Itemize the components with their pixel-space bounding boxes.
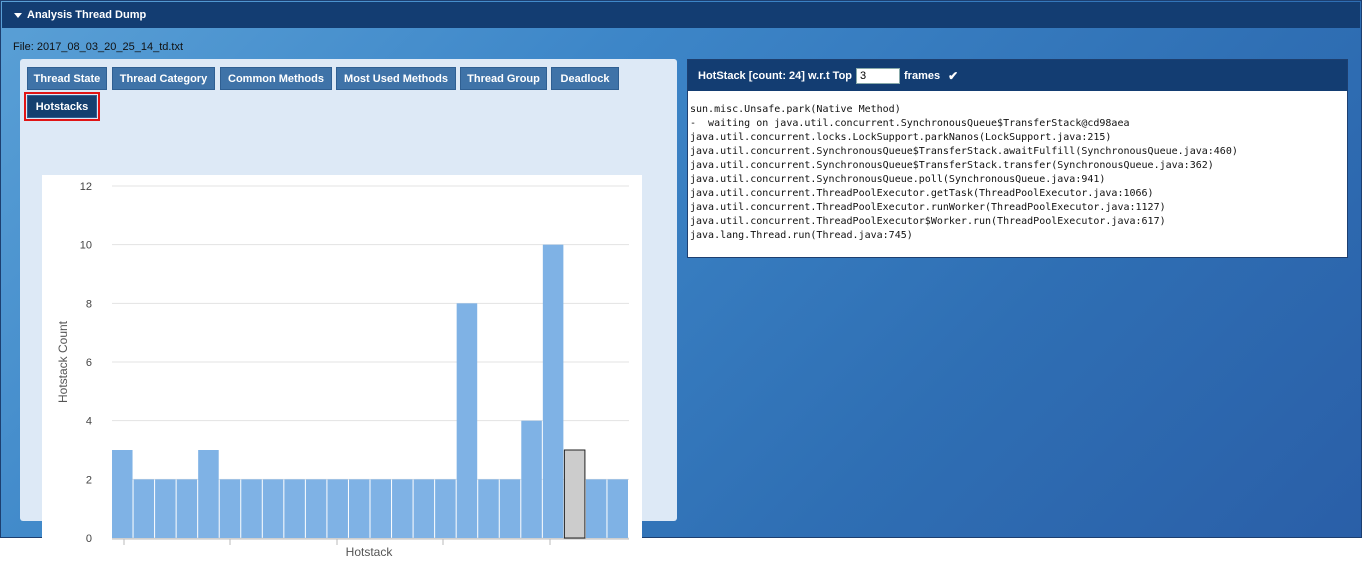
stack-frame-line: sun.misc.Unsafe.park(Native Method)	[690, 104, 901, 115]
apply-check-icon[interactable]: ✔	[948, 68, 959, 83]
x-axis-label: Hotstack	[346, 545, 394, 559]
hotstack-header: HotStack [count: 24] w.r.t Top frames ✔	[688, 60, 1347, 91]
y-tick-label: 8	[86, 298, 92, 310]
y-tick-label: 2	[86, 474, 92, 486]
bar[interactable]	[456, 303, 478, 538]
bar[interactable]	[435, 479, 456, 538]
tab-thread-group[interactable]: Thread Group	[460, 67, 547, 90]
bar[interactable]	[563, 449, 586, 539]
y-tick-label: 6	[86, 357, 92, 369]
bar[interactable]	[392, 479, 413, 538]
bar-chart-svg: 0 2 4 6 8 10 12 Hotstack Hotstack Count	[56, 181, 629, 559]
stack-frame-line: - waiting on java.util.concurrent.Synchr…	[690, 118, 1130, 129]
hotstack-panel: HotStack [count: 24] w.r.t Top frames ✔ …	[687, 59, 1348, 258]
frames-label: frames	[904, 69, 941, 82]
bar[interactable]	[262, 479, 284, 538]
y-tick-label: 12	[80, 181, 92, 193]
bar[interactable]	[370, 479, 392, 538]
tab-deadlock[interactable]: Deadlock	[551, 67, 619, 90]
chart-panel: Thread State Thread Category Common Meth…	[20, 59, 677, 577]
bar[interactable]	[133, 479, 155, 538]
bar[interactable]	[241, 479, 262, 538]
y-tick-label: 0	[86, 533, 92, 545]
hotstack-chart: 0 2 4 6 8 10 12 Hotstack Hotstack Count	[42, 175, 642, 577]
tab-thread-category[interactable]: Thread Category	[112, 67, 215, 90]
y-tick-label: 4	[86, 416, 92, 428]
hotstack-count-label: HotStack [count: 24] w.r.t Top	[698, 69, 853, 82]
y-tick-label: 10	[80, 240, 92, 252]
bar[interactable]	[219, 479, 241, 538]
collapse-caret-icon[interactable]	[14, 12, 22, 18]
bar[interactable]	[542, 244, 564, 538]
stack-frame-line: java.util.concurrent.SynchronousQueue$Tr…	[690, 160, 1214, 171]
panel-title: Analysis Thread Dump	[27, 9, 147, 21]
bar[interactable]	[413, 479, 435, 538]
top-frames-input[interactable]	[856, 67, 901, 84]
stack-frame-line: java.util.concurrent.ThreadPoolExecutor.…	[690, 202, 1166, 213]
bar[interactable]	[521, 420, 542, 538]
bar[interactable]	[478, 479, 499, 538]
bar[interactable]	[499, 479, 521, 538]
bar[interactable]	[112, 450, 133, 538]
bar[interactable]	[155, 479, 176, 538]
stack-frame-line: java.util.concurrent.ThreadPoolExecutor.…	[690, 188, 1154, 199]
bar[interactable]	[284, 479, 305, 538]
tab-hotstacks[interactable]: Hotstacks	[24, 92, 100, 121]
panel-header[interactable]: Analysis Thread Dump	[2, 2, 1360, 28]
tab-most-used-methods[interactable]: Most Used Methods	[336, 67, 456, 90]
stack-frame-line: java.util.concurrent.locks.LockSupport.p…	[690, 132, 1112, 143]
tab-common-methods[interactable]: Common Methods	[220, 67, 332, 90]
bar[interactable]	[585, 479, 607, 538]
bar[interactable]	[305, 479, 327, 538]
stack-frame-line: java.util.concurrent.SynchronousQueue.po…	[690, 174, 1106, 185]
file-label: File: 2017_08_03_20_25_14_td.txt	[13, 41, 184, 53]
stack-frame-line: java.lang.Thread.run(Thread.java:745)	[690, 230, 913, 241]
bar[interactable]	[327, 479, 348, 538]
tab-thread-state[interactable]: Thread State	[27, 67, 107, 90]
bar[interactable]	[607, 479, 628, 538]
bar[interactable]	[348, 479, 370, 538]
bar[interactable]	[198, 450, 219, 538]
stack-frame-line: java.util.concurrent.SynchronousQueue$Tr…	[690, 146, 1238, 157]
y-axis-label: Hotstack Count	[56, 320, 70, 403]
stack-frame-line: java.util.concurrent.ThreadPoolExecutor$…	[690, 216, 1166, 227]
bar[interactable]	[176, 479, 198, 538]
stack-trace: sun.misc.Unsafe.park(Native Method) - wai…	[688, 91, 1347, 243]
